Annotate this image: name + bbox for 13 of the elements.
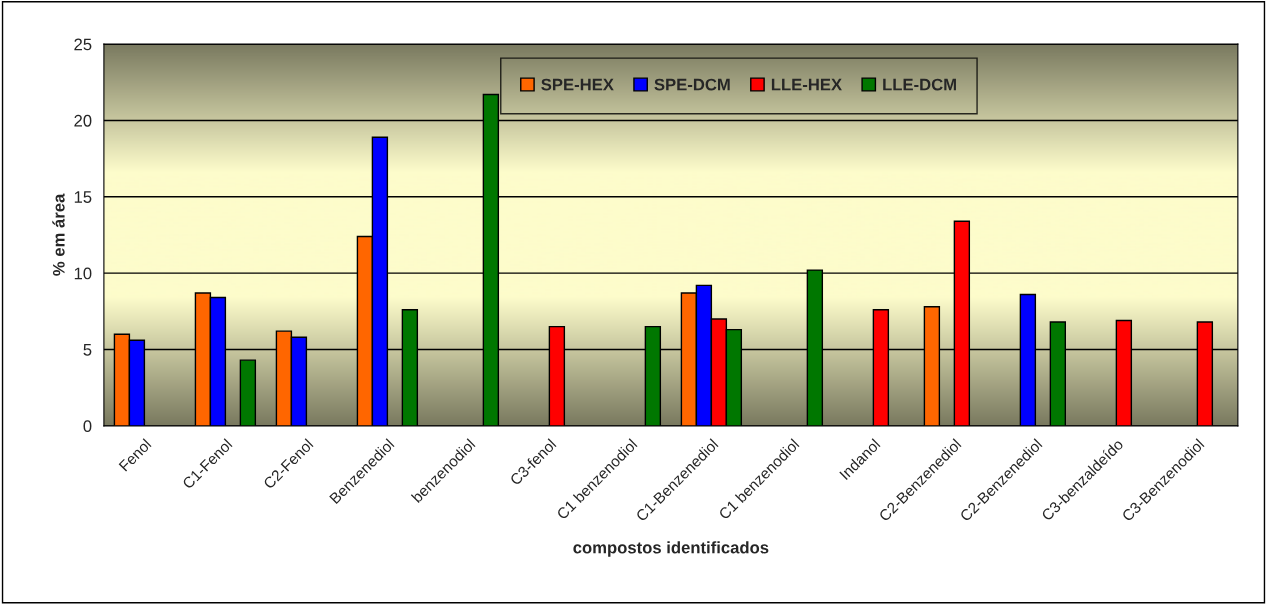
legend-label: LLE-DCM <box>883 78 956 91</box>
y-tick-label: 15 <box>74 191 92 203</box>
x-axis-title: compostos identificados <box>573 541 769 557</box>
y-tick-label: 5 <box>83 344 92 356</box>
y-axis-title: % em área <box>52 193 65 276</box>
y-tick-label: 0 <box>83 420 92 433</box>
y-tick-label: 25 <box>74 38 92 51</box>
legend-label: SPE-HEX <box>541 78 614 91</box>
y-tick-label: 20 <box>74 114 92 127</box>
legend-label: SPE-DCM <box>654 78 730 91</box>
bar <box>239 359 257 426</box>
legend-label: LLE-HEX <box>771 78 842 91</box>
y-tick-label: 10 <box>74 267 92 280</box>
